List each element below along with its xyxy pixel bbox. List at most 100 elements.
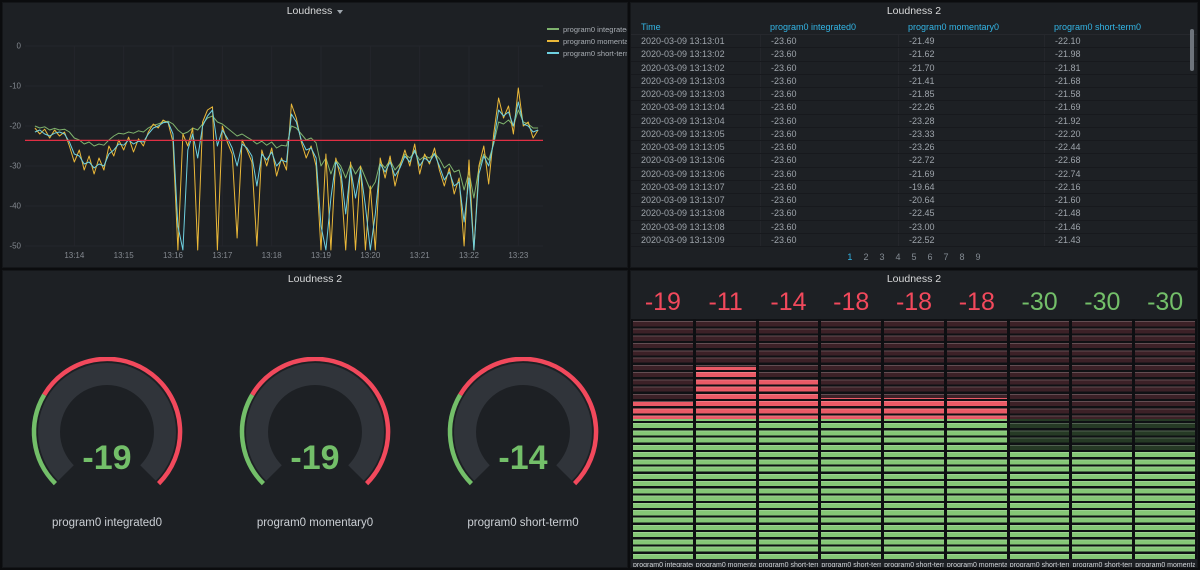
- bargauge-panel-header[interactable]: Loudness 2: [631, 271, 1197, 287]
- table-cell: 2020-03-09 13:13:06: [641, 168, 725, 179]
- legend-item[interactable]: program0 integrated0: [547, 25, 627, 34]
- bar-cell-grid-overlay: [1135, 319, 1196, 559]
- table-cell: -23.60: [760, 154, 898, 167]
- series-line: [34, 101, 539, 251]
- chevron-down-icon[interactable]: [337, 9, 344, 14]
- series-line: [34, 87, 539, 251]
- table-body: 2020-03-09 13:13:01 -23.60 -21.49 -22.10 202…: [631, 35, 1197, 247]
- page-button[interactable]: 1: [847, 252, 853, 262]
- bargauge-bar-label: program0 short-term0: [821, 562, 881, 568]
- table-column-header[interactable]: program0 integrated0: [770, 21, 857, 32]
- gauge-label: program0 integrated0: [52, 517, 162, 529]
- bar-cell-grid-overlay: [633, 319, 693, 559]
- page-button[interactable]: 3: [879, 252, 885, 262]
- table-cell: -21.62: [898, 48, 1044, 61]
- bargauge-bar: [633, 319, 693, 559]
- gauge-value: -19: [290, 439, 339, 477]
- bargauge-bar: [758, 319, 819, 559]
- gauge-panel: Loudness 2 -19 program0 integrated0 -19 pro…: [2, 270, 628, 568]
- page-button[interactable]: 7: [943, 252, 949, 262]
- table-cell: -21.92: [1044, 114, 1197, 127]
- table-row: 2020-03-09 13:13:01 -23.60 -21.49 -22.10: [631, 35, 1197, 49]
- bargauge-bar: [821, 319, 882, 559]
- gauge-track: [454, 362, 592, 481]
- timeseries-panel-header[interactable]: Loudness: [3, 3, 627, 19]
- page-button[interactable]: 2: [863, 252, 869, 262]
- bargauge-value: -18: [833, 288, 870, 316]
- bargauge-value: -19: [644, 288, 681, 316]
- page-button[interactable]: 8: [959, 252, 965, 262]
- table-cell: 2020-03-09 13:13:05: [641, 128, 725, 139]
- table-column-header[interactable]: program0 momentary0: [908, 21, 1000, 32]
- legend-label[interactable]: program0 momentary0: [563, 37, 627, 46]
- table-cell: -21.43: [1044, 233, 1197, 246]
- bargauge-values-row: -19 -11 -14 -18 -18 -18 -30 -30 -30: [631, 289, 1197, 317]
- table-cell: -23.60: [760, 48, 898, 61]
- legend-item[interactable]: program0 momentary0: [547, 37, 627, 46]
- y-axis-tick-label: -20: [9, 122, 21, 131]
- x-axis-tick-label: 13:22: [459, 251, 480, 260]
- bargauge-value: -18: [958, 288, 995, 316]
- bargauge-bar: [695, 319, 756, 559]
- gauge-threshold-red-arc: [250, 357, 391, 486]
- table-cell: -21.69: [898, 167, 1044, 180]
- legend-label[interactable]: program0 short-term0: [563, 49, 627, 58]
- table-cell: -22.52: [898, 233, 1044, 246]
- table-row: 2020-03-09 13:13:08 -23.60 -22.45 -21.48: [631, 207, 1197, 221]
- table-column-header[interactable]: Time: [641, 21, 661, 32]
- table-panel-header[interactable]: Loudness 2: [631, 3, 1197, 19]
- bargauge-value: -30: [1021, 288, 1058, 316]
- series-line: [34, 109, 539, 199]
- gauge-value: -19: [82, 439, 131, 477]
- page-button[interactable]: 9: [975, 252, 981, 262]
- bargauge-panel-title[interactable]: Loudness 2: [886, 273, 942, 285]
- table-column-header[interactable]: program0 short-term0: [1054, 21, 1142, 32]
- page-button[interactable]: 5: [911, 252, 917, 262]
- x-axis-tick-label: 13:14: [64, 251, 85, 260]
- table-cell: 2020-03-09 13:13:02: [641, 49, 725, 60]
- table-cell: -21.81: [1044, 61, 1197, 74]
- table-row: 2020-03-09 13:13:06 -23.60 -22.72 -22.68: [631, 154, 1197, 168]
- y-axis-tick-label: -30: [9, 162, 21, 171]
- table-cell: -21.70: [898, 61, 1044, 74]
- page-button[interactable]: 6: [927, 252, 933, 262]
- table-cell: -23.60: [760, 35, 898, 48]
- table-cell: 2020-03-09 13:13:06: [641, 155, 725, 166]
- gauge-panel-title[interactable]: Loudness 2: [287, 273, 343, 285]
- x-axis-tick-label: 13:17: [212, 251, 233, 260]
- gauge-label: program0 short-term0: [467, 517, 579, 529]
- bargauge-bar-label: program0 short-term0: [884, 562, 944, 568]
- page-button[interactable]: 4: [895, 252, 901, 262]
- table-cell: -23.60: [760, 127, 898, 140]
- table-cell: -21.58: [1044, 88, 1197, 101]
- gauge-threshold-green-arc: [239, 393, 265, 486]
- legend-label[interactable]: program0 integrated0: [563, 25, 627, 34]
- table-panel-title[interactable]: Loudness 2: [886, 5, 942, 17]
- table-row: 2020-03-09 13:13:09 -23.60 -22.52 -21.43: [631, 233, 1197, 247]
- bargauge-bar-label: program0 short-term0: [1009, 562, 1070, 568]
- legend-item[interactable]: program0 short-term0: [547, 49, 627, 58]
- table-cell: -23.60: [760, 233, 898, 246]
- bargauge-panel: Loudness 2 -19 -11 -14 -18 -18 -18 -30 -30 -30 p…: [630, 270, 1198, 568]
- timeseries-panel-title[interactable]: Loudness: [286, 5, 333, 17]
- table-cell: -22.16: [1044, 180, 1197, 193]
- table-row: 2020-03-09 13:13:02 -23.60 -21.70 -21.81: [631, 61, 1197, 75]
- table-cell: 2020-03-09 13:13:08: [641, 221, 725, 232]
- bargauge-bar: [1072, 319, 1133, 559]
- gauge-panel-header[interactable]: Loudness 2: [3, 271, 627, 287]
- bargauge-bar: [1135, 319, 1196, 559]
- x-axis-tick-label: 13:18: [262, 251, 283, 260]
- table-cell: -23.60: [760, 114, 898, 127]
- bargauge-value: -14: [770, 288, 807, 316]
- gauge-threshold-green-arc: [447, 393, 473, 486]
- bar-cell-grid-overlay: [758, 319, 819, 559]
- table-row: 2020-03-09 13:13:04 -23.60 -22.26 -21.69: [631, 101, 1197, 115]
- table-cell: 2020-03-09 13:13:08: [641, 208, 725, 219]
- table-cell: -23.60: [760, 61, 898, 74]
- table-scrollbar[interactable]: [1190, 29, 1194, 71]
- table-cell: -23.60: [760, 180, 898, 193]
- table-cell: -19.64: [898, 180, 1044, 193]
- bargauge-value: -30: [1084, 288, 1121, 316]
- table-cell: -21.41: [898, 74, 1044, 87]
- table-cell: -22.44: [1044, 141, 1197, 154]
